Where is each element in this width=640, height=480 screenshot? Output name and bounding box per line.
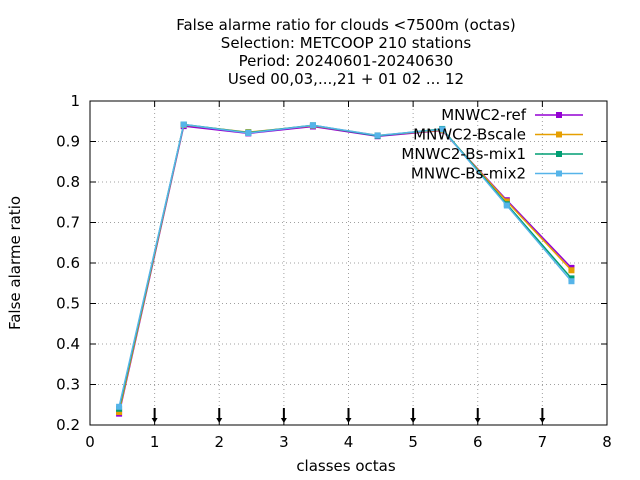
series-point bbox=[568, 278, 575, 285]
y-tick-label: 0.6 bbox=[56, 254, 80, 272]
series-point bbox=[245, 129, 252, 136]
x-tick-label: 2 bbox=[214, 433, 224, 451]
x-tick-labels: 0 1 2 3 4 5 6 7 8 bbox=[85, 433, 612, 451]
x-tick-label: 5 bbox=[408, 433, 418, 451]
x-tick-label: 7 bbox=[538, 433, 548, 451]
title-line-1: False alarme ratio for clouds <7500m (oc… bbox=[176, 16, 516, 34]
title-line-2: Selection: METCOOP 210 stations bbox=[221, 34, 472, 52]
legend-swatch-point bbox=[556, 170, 562, 177]
series-point bbox=[309, 122, 316, 129]
x-tick-label: 6 bbox=[473, 433, 483, 451]
legend-label: MNWC-Bs-mix2 bbox=[411, 165, 526, 183]
x-tick-label: 3 bbox=[279, 433, 289, 451]
y-tick-label: 0.7 bbox=[56, 214, 80, 232]
series-point bbox=[374, 132, 381, 139]
y-tick-label: 0.4 bbox=[56, 335, 80, 353]
legend-label: MNWC2-Bscale bbox=[413, 126, 526, 144]
legend-label: MNWC2-Bs-mix1 bbox=[401, 145, 526, 163]
title-line-3: Period: 20240601-20240630 bbox=[239, 52, 454, 70]
series-layer bbox=[116, 121, 575, 417]
x-axis-label: classes octas bbox=[296, 457, 396, 475]
series-point bbox=[116, 403, 123, 410]
y-tick-label: 0.2 bbox=[56, 416, 80, 434]
series-point bbox=[568, 267, 575, 274]
legend-swatch-point bbox=[556, 151, 562, 157]
y-tick-label: 1 bbox=[70, 92, 80, 110]
grid bbox=[90, 101, 607, 425]
axis-ticks bbox=[89, 100, 608, 426]
y-tick-label: 0.3 bbox=[56, 376, 80, 394]
x-tick-label: 1 bbox=[150, 433, 160, 451]
series-point bbox=[503, 202, 510, 209]
series-point bbox=[439, 126, 446, 133]
series-point bbox=[180, 121, 187, 128]
y-axis-label: False alarme ratio bbox=[6, 196, 24, 330]
title-line-4: Used 00,03,...,21 + 01 02 ... 12 bbox=[228, 70, 464, 88]
series-point bbox=[116, 409, 123, 416]
x-tick-label: 4 bbox=[344, 433, 354, 451]
series-MNWC-Bs-mix2 bbox=[116, 121, 575, 410]
legend-label: MNWC2-ref bbox=[441, 106, 526, 124]
y-tick-label: 0.9 bbox=[56, 133, 80, 151]
legend-swatch-point bbox=[556, 112, 562, 118]
legend-swatch-point bbox=[556, 131, 562, 138]
chart-title: False alarme ratio for clouds <7500m (oc… bbox=[176, 16, 516, 88]
y-tick-label: 0.8 bbox=[56, 173, 80, 191]
y-tick-labels: 0.2 0.3 0.4 0.5 0.6 0.7 0.8 0.9 1 bbox=[56, 92, 80, 434]
x-tick-label: 0 bbox=[85, 433, 95, 451]
series-line bbox=[118, 123, 573, 407]
y-tick-label: 0.5 bbox=[56, 295, 80, 313]
x-tick-label: 8 bbox=[602, 433, 612, 451]
